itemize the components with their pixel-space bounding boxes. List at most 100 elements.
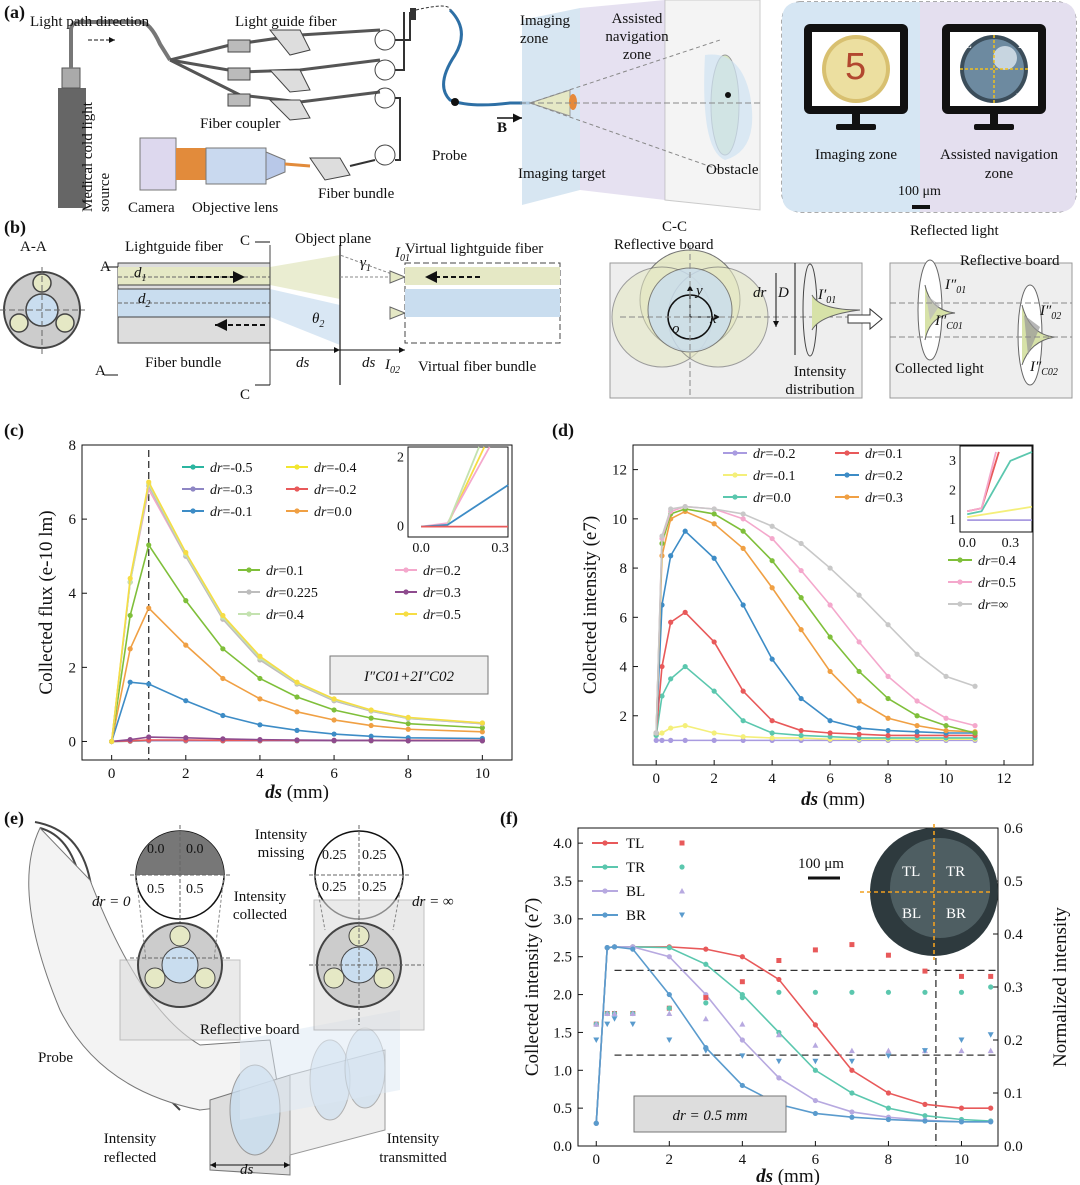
x-tick-label: 0 xyxy=(652,771,660,787)
point-dr=0.1 xyxy=(827,730,833,736)
point-dr=-0.2 xyxy=(682,737,688,743)
point-dr=0.4 xyxy=(943,723,949,729)
point-TL xyxy=(958,1105,965,1111)
point-BR xyxy=(812,1110,818,1117)
objective-lens-label: Objective lens xyxy=(192,200,279,216)
norm-point-TL xyxy=(958,973,964,979)
y-axis-title: Collected intensity (e7) xyxy=(580,516,601,694)
point-dr=0.3 xyxy=(740,545,746,551)
y-tick-label: 0 xyxy=(69,734,77,750)
point-BL xyxy=(812,1097,818,1104)
legend-marker xyxy=(403,589,409,595)
y-tick-label: 8 xyxy=(69,438,77,454)
q-right-3: 0.25 xyxy=(362,880,387,895)
point-dr=0.5 xyxy=(914,698,920,704)
point-dr=0.0 xyxy=(668,676,674,682)
norm-point-BR xyxy=(593,1037,600,1043)
point-dr=0.5 xyxy=(972,723,978,729)
point-dr=0.3 xyxy=(368,737,374,743)
norm-point-TR xyxy=(703,1000,709,1006)
fiber-bundle-label: Fiber bundle xyxy=(318,186,395,202)
imaging-target-label: Imaging target xyxy=(518,166,606,182)
point-dr=0.5 xyxy=(856,639,862,645)
point-dr=0.5 xyxy=(220,612,226,619)
y-tick-label: 2 xyxy=(69,660,77,676)
panel-a-drawing xyxy=(58,0,1077,213)
cc-label: C-C xyxy=(662,219,688,235)
legend-label-dr=0.3: dr=0.3 xyxy=(865,491,903,506)
y2-tick-label: 0.0 xyxy=(1004,1139,1023,1155)
point-dr=-0.1 xyxy=(183,698,189,704)
point-dr=0.0 xyxy=(127,646,133,652)
legend-marker xyxy=(403,567,409,573)
legend-label-dr=-0.5: dr=-0.5 xyxy=(210,461,253,476)
point-BL xyxy=(666,954,672,960)
point-BL xyxy=(739,1037,745,1043)
legend-label-dr=-0.3: dr=-0.3 xyxy=(210,483,253,498)
norm-point-TL xyxy=(849,942,855,948)
x-tick-label: 12 xyxy=(997,771,1012,787)
point-dr=0.4 xyxy=(769,558,775,564)
x-tick-label: 10 xyxy=(954,1152,969,1168)
legend-label-dr=-0.2: dr=-0.2 xyxy=(753,447,796,462)
series-line-dr=0.5 xyxy=(655,505,976,734)
point-dr=0.3 xyxy=(711,521,717,527)
point-dr=0.1 xyxy=(682,609,688,615)
norm-point-TL xyxy=(988,973,994,979)
light-guide-fiber-label: Light guide fiber xyxy=(235,14,337,30)
x-tick-label: 6 xyxy=(330,766,338,782)
point-dr=-0.1 xyxy=(668,725,674,731)
y-tick-label: 1.0 xyxy=(553,1063,572,1079)
point-dr=0.4 xyxy=(914,713,920,719)
point-BL xyxy=(849,1109,855,1115)
y-tick-label: 3.5 xyxy=(553,874,572,890)
y-tick-label: 2.5 xyxy=(553,950,572,966)
legend-label-dr=-0.1: dr=-0.1 xyxy=(210,505,253,520)
legend-label-BR: BR xyxy=(626,908,646,924)
legend-label-dr=0.1: dr=0.1 xyxy=(865,447,903,462)
point-dr=0.4 xyxy=(827,634,833,640)
o-label: o xyxy=(672,321,680,337)
point-dr=0.2 xyxy=(856,725,862,731)
norm-point-TR xyxy=(666,1005,672,1011)
norm-point-BR xyxy=(921,1048,928,1054)
legend-marker xyxy=(957,579,963,585)
legend-label-TR: TR xyxy=(626,860,645,876)
y2-axis-title: Normalized intensity xyxy=(1050,907,1071,1067)
probe-cable xyxy=(442,8,530,107)
q-left-3: 0.5 xyxy=(186,882,204,897)
b-marker: B xyxy=(497,120,508,136)
quad-tr: TR xyxy=(1016,36,1033,51)
point-dr=0.1 xyxy=(479,725,485,731)
point-dr=0.1 xyxy=(711,639,717,645)
imaging-zone-label: Imaging zone xyxy=(520,13,570,47)
annotation-box xyxy=(329,655,489,695)
x-tick-label: 0 xyxy=(108,766,116,782)
drinf-label: dr = ∞ xyxy=(412,894,454,910)
point-dr=0.1 xyxy=(914,732,920,739)
point-dr=0.3 xyxy=(183,735,189,741)
point-dr=0.5 xyxy=(294,679,300,685)
point-dr=0.0 xyxy=(146,605,152,611)
inset-y-tick: 3 xyxy=(949,454,956,469)
legend-marker xyxy=(246,567,252,573)
point-BR xyxy=(604,945,610,951)
point-dr=∞ xyxy=(682,503,688,510)
point-dr=0.5 xyxy=(405,714,411,720)
norm-point-TR xyxy=(922,989,928,995)
point-dr=0.2 xyxy=(711,555,717,561)
legend-label-dr=0.3: dr=0.3 xyxy=(423,586,461,601)
light-path-direction-label: Light path direction xyxy=(30,14,150,30)
norm-point-BL xyxy=(593,1021,600,1027)
legend-label-dr=0.0: dr=0.0 xyxy=(314,505,352,520)
point-dr=0.1 xyxy=(885,732,891,739)
legend-label-dr=0.1: dr=0.1 xyxy=(266,564,304,579)
point-TL xyxy=(922,1101,928,1107)
point-dr=-0.1 xyxy=(146,681,152,687)
point-TR xyxy=(812,1067,818,1073)
legend-marker xyxy=(732,450,738,456)
point-dr=-0.1 xyxy=(659,730,665,736)
inset-x-tick: 0.0 xyxy=(412,541,430,556)
legend-marker-norm xyxy=(679,864,685,870)
point-dr=0.3 xyxy=(798,627,804,633)
